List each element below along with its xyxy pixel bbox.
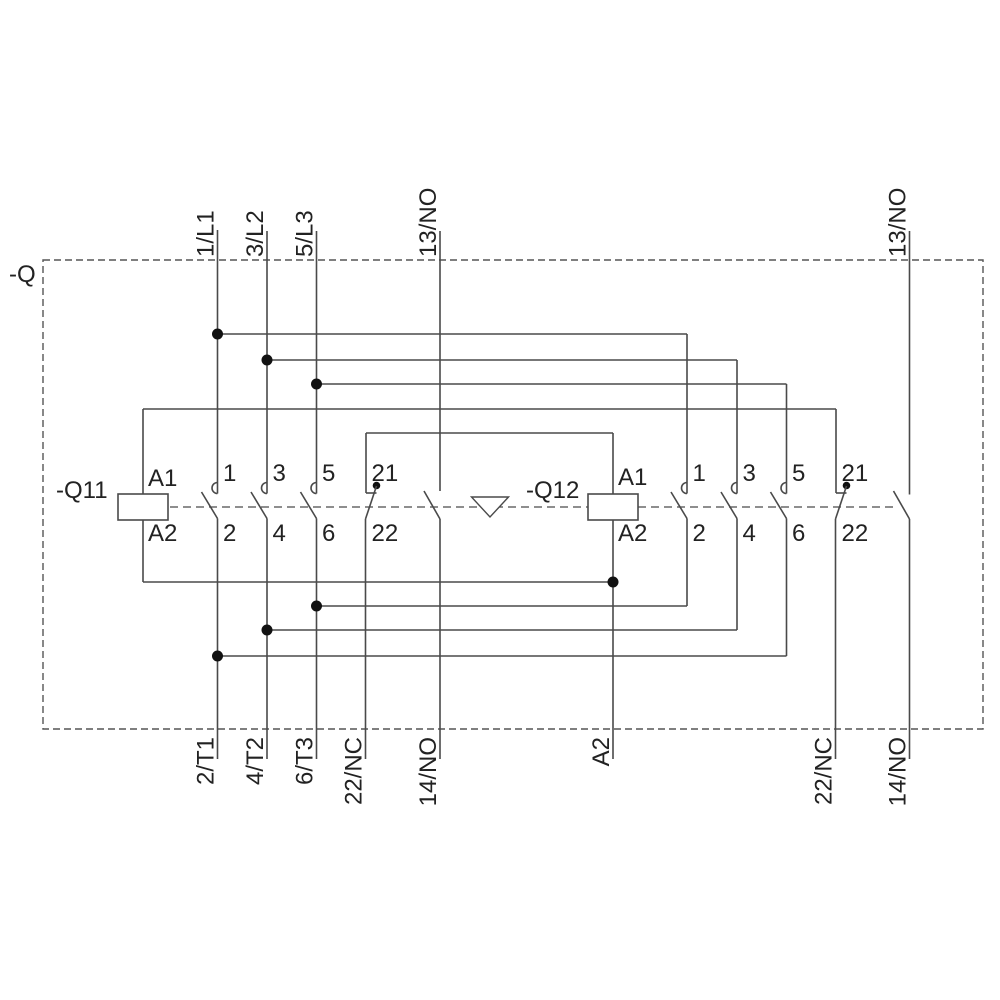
q12-coil-symbol: [587, 493, 639, 521]
q12-pole3-contact-slant: [769, 491, 788, 519]
terminal-label-q12-22NC: 22/NC: [811, 737, 838, 805]
q11-pole3-top-label: 5: [322, 460, 335, 487]
q11-pole2-top-label: 3: [273, 460, 286, 487]
terminal-label-5L3: 5/L3: [292, 210, 319, 257]
junction-dot: [311, 378, 322, 390]
q11-pole3-bottom-label: 6: [322, 520, 335, 547]
bottom-terminal-labels: 2/T1 4/T2 6/T3 22/NC 14/NO A2 22/NC 14/N…: [193, 737, 912, 806]
q11-coil-a2-label: A2: [148, 520, 177, 547]
q11-pole1-contact-arc: [211, 481, 218, 495]
junction-dot: [212, 328, 223, 340]
junction-dot: [261, 624, 273, 636]
contactor-q11: -Q11 A1 A2 1 3 5 21 2 4 6 22: [56, 460, 441, 547]
q12-pole3-bottom-label: 6: [792, 520, 805, 547]
q12-no-aux-contact-slant: [892, 490, 911, 520]
q11-pole1-top-label: 1: [223, 460, 236, 487]
q12-pole1-contact-slant: [670, 491, 688, 519]
q12-pole1-top-label: 1: [693, 460, 706, 487]
q12-coil-a1-label: A1: [618, 464, 647, 491]
mechanical-interlock-icon: [469, 496, 511, 519]
q11-nc-top-label: 21: [372, 460, 399, 487]
q11-pole3-contact-slant: [299, 491, 318, 519]
enclosure: -Q: [9, 259, 984, 730]
q12-pole2-contact-arc: [730, 481, 738, 495]
q12-coil-a2-label: A2: [618, 520, 647, 547]
q11-coil-a1-label: A1: [148, 465, 177, 492]
q11-no-aux-contact-slant: [423, 490, 441, 520]
q11-nc-contact-slant: [364, 485, 378, 520]
terminal-label-1L1: 1/L1: [193, 210, 220, 257]
terminal-label-A2: A2: [588, 737, 615, 766]
top-terminal-labels: 1/L1 3/L2 5/L3 13/NO 13/NO: [193, 188, 912, 257]
q11-nc-pivot-dot: [372, 481, 381, 490]
q11-label: -Q11: [56, 477, 108, 504]
junction-dots: [212, 328, 619, 662]
q12-nc-bottom-label: 22: [842, 520, 869, 547]
q11-pole1-bottom-label: 2: [223, 520, 236, 547]
q12-pole2-bottom-label: 4: [743, 520, 756, 547]
terminal-label-4T2: 4/T2: [242, 737, 269, 785]
q11-pole1-contact-slant: [200, 491, 219, 519]
terminal-label-6T3: 6/T3: [292, 737, 319, 785]
contactor-q12: -Q12 A1 A2 1 3 5 21 2 4 6 22: [526, 460, 911, 547]
junction-dot: [212, 650, 223, 662]
junction-dot: [311, 600, 322, 612]
q11-pole2-contact-arc: [260, 481, 268, 495]
interconnect-wires: [143, 333, 836, 657]
q12-pole2-top-label: 3: [743, 460, 756, 487]
junction-dot: [261, 354, 273, 366]
q11-nc-bottom-label: 22: [372, 520, 399, 547]
terminal-label-q11-14NO: 14/NO: [415, 737, 442, 806]
terminal-label-q12-14NO: 14/NO: [885, 737, 912, 806]
terminal-label-q11-13NO: 13/NO: [415, 188, 442, 257]
q12-nc-top-label: 21: [842, 460, 869, 487]
junction-dot: [607, 576, 619, 588]
q12-nc-contact-slant: [834, 485, 848, 520]
q12-pole3-top-label: 5: [792, 460, 805, 487]
q11-pole2-contact-slant: [250, 491, 268, 519]
enclosure-dashed-border: [42, 259, 984, 730]
terminal-label-3L2: 3/L2: [242, 210, 269, 257]
q12-nc-pivot-dot: [842, 481, 851, 490]
terminal-label-q11-22NC: 22/NC: [341, 737, 368, 805]
q12-pole3-contact-arc: [780, 481, 787, 495]
q12-label: -Q12: [526, 477, 579, 504]
enclosure-label: -Q: [9, 261, 36, 288]
q12-pole1-bottom-label: 2: [693, 520, 706, 547]
q11-pole2-bottom-label: 4: [273, 520, 286, 547]
q11-pole3-contact-arc: [310, 481, 317, 495]
q12-pole2-contact-slant: [720, 491, 738, 519]
terminal-label-2T1: 2/T1: [193, 737, 220, 785]
q11-coil-symbol: [117, 493, 169, 521]
q12-pole1-contact-arc: [680, 481, 688, 495]
terminal-label-q12-13NO: 13/NO: [885, 188, 912, 257]
